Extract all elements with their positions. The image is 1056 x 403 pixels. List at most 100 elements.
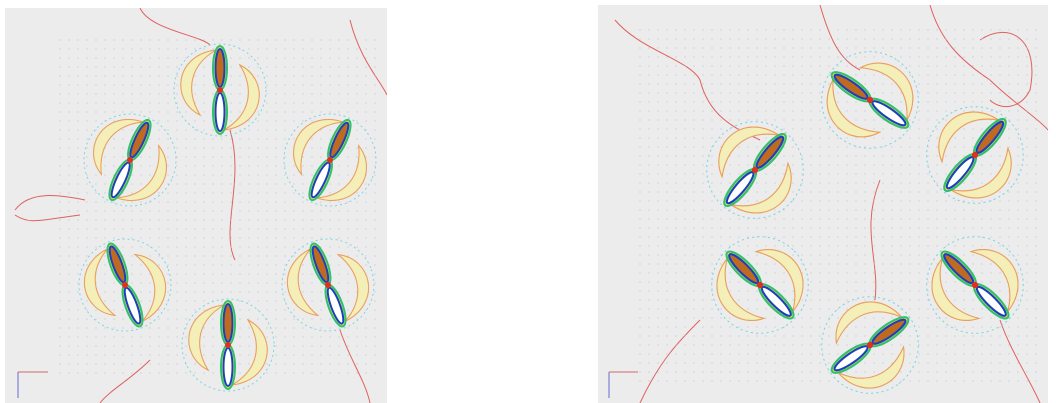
vector-dot xyxy=(810,110,812,112)
vector-dot xyxy=(338,156,340,158)
vector-dot xyxy=(140,273,142,275)
vector-dot xyxy=(918,74,920,76)
vector-dot xyxy=(918,56,920,58)
vector-dot xyxy=(203,138,205,140)
vector-dot xyxy=(828,29,830,31)
vector-dot xyxy=(648,137,650,139)
vector-dot xyxy=(918,317,920,319)
vector-dot xyxy=(203,264,205,266)
vector-dot xyxy=(95,372,97,374)
vector-dot xyxy=(365,345,367,347)
vector-dot xyxy=(365,138,367,140)
vector-dot xyxy=(774,371,776,373)
vector-dot xyxy=(1008,209,1010,211)
vector-dot xyxy=(738,47,740,49)
vector-dot xyxy=(158,138,160,140)
vector-dot xyxy=(882,191,884,193)
vector-dot xyxy=(765,335,767,337)
vector-dot xyxy=(374,102,376,104)
vector-dot xyxy=(374,174,376,176)
vector-dot xyxy=(684,317,686,319)
vector-dot xyxy=(891,254,893,256)
vector-dot xyxy=(801,236,803,238)
vector-dot xyxy=(203,219,205,221)
lobe xyxy=(730,161,792,214)
vector-dot xyxy=(266,120,268,122)
vector-dot xyxy=(239,210,241,212)
vector-dot xyxy=(711,155,713,157)
vector-dot xyxy=(77,174,79,176)
vector-dot xyxy=(68,75,70,77)
vector-dot xyxy=(657,146,659,148)
vector-dot xyxy=(239,318,241,320)
vector-dot xyxy=(900,146,902,148)
vector-dot xyxy=(266,255,268,257)
vector-dot xyxy=(882,272,884,274)
lobe xyxy=(93,119,144,176)
vector-dot xyxy=(95,111,97,113)
vector-dot xyxy=(684,47,686,49)
vector-dot xyxy=(284,174,286,176)
vector-dot xyxy=(909,380,911,382)
vector-dot xyxy=(149,273,151,275)
vector-dot xyxy=(167,201,169,203)
vector-dot xyxy=(59,66,61,68)
vector-dot xyxy=(900,155,902,157)
vector-dot xyxy=(945,119,947,121)
vector-dot xyxy=(311,174,313,176)
vector-dot xyxy=(1008,83,1010,85)
vector-dot xyxy=(765,101,767,103)
vector-dot xyxy=(882,209,884,211)
vector-dot xyxy=(212,129,214,131)
vector-dot xyxy=(765,281,767,283)
vector-dot xyxy=(338,282,340,284)
vector-dot xyxy=(675,362,677,364)
vector-dot xyxy=(819,200,821,202)
vector-dot xyxy=(666,281,668,283)
vector-dot xyxy=(275,48,277,50)
vector-dot xyxy=(302,102,304,104)
vector-dot xyxy=(293,111,295,113)
vector-dot xyxy=(873,29,875,31)
vector-dot xyxy=(113,345,115,347)
vector-dot xyxy=(972,200,974,202)
vector-dot xyxy=(122,48,124,50)
vector-dot xyxy=(347,372,349,374)
vector-dot xyxy=(68,147,70,149)
vector-dot xyxy=(918,290,920,292)
vector-dot xyxy=(972,254,974,256)
vector-dot xyxy=(873,272,875,274)
vector-dot xyxy=(131,102,133,104)
lobe xyxy=(938,111,1000,164)
vector-dot xyxy=(104,372,106,374)
vector-dot xyxy=(675,29,677,31)
vector-dot xyxy=(293,372,295,374)
vector-dot xyxy=(95,57,97,59)
vector-dot xyxy=(158,75,160,77)
vector-dot xyxy=(882,299,884,301)
vector-dot xyxy=(828,227,830,229)
vector-dot xyxy=(999,155,1001,157)
vector-dot xyxy=(1008,236,1010,238)
vector-dot xyxy=(347,66,349,68)
vector-dot xyxy=(248,48,250,50)
vector-dot xyxy=(864,83,866,85)
vector-dot xyxy=(720,317,722,319)
vector-dot xyxy=(212,255,214,257)
vector-dot xyxy=(1026,56,1028,58)
vector-dot xyxy=(729,245,731,247)
vector-dot xyxy=(882,173,884,175)
vector-dot xyxy=(68,354,70,356)
vector-dot xyxy=(1035,299,1037,301)
vector-dot xyxy=(194,75,196,77)
vector-dot xyxy=(221,156,223,158)
lobe xyxy=(180,49,217,117)
vector-dot xyxy=(311,219,313,221)
core xyxy=(225,342,231,348)
vector-dot xyxy=(819,119,821,121)
vector-dot xyxy=(95,84,97,86)
vector-dot xyxy=(1008,326,1010,328)
vector-dot xyxy=(675,200,677,202)
vector-dot xyxy=(239,66,241,68)
vector-dot xyxy=(666,119,668,121)
